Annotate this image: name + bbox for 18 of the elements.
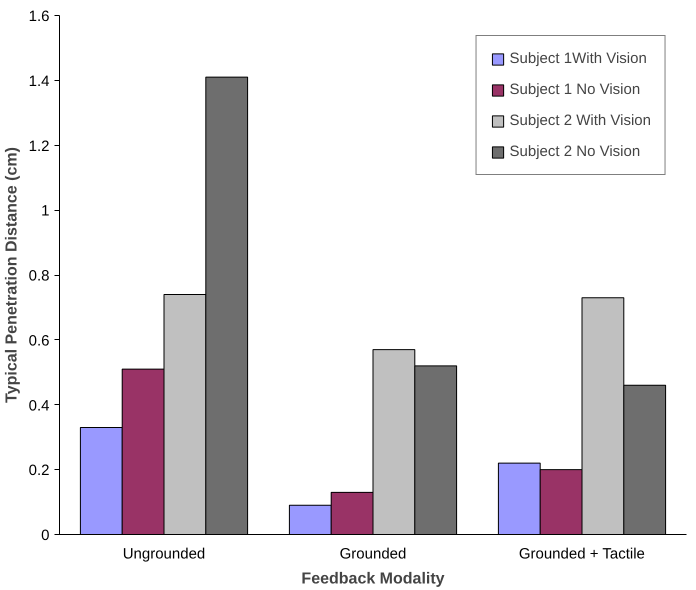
y-tick-label: 0.2	[28, 462, 50, 480]
legend-label: Subject 2 No Vision	[510, 143, 640, 160]
y-tick-label: 0.8	[28, 268, 50, 284]
y-tick-label: 1.4	[28, 72, 50, 90]
y-tick-label: 0.6	[28, 332, 50, 350]
x-tick-label: Grounded	[340, 546, 406, 562]
y-tick-label: 0.4	[28, 397, 50, 414]
y-tick-label: 1.2	[28, 138, 50, 155]
y-tick-label: 1	[41, 202, 50, 220]
x-tick-label: Ungrounded	[122, 546, 206, 562]
legend-label: Subject 1 No Vision	[510, 81, 640, 98]
y-axis-title: Typical Penetration Distance (cm)	[4, 147, 21, 403]
legend-label: Subject 2 With Vision	[510, 112, 651, 129]
y-tick-label: 1.6	[28, 8, 50, 25]
x-axis-title: Feedback Modality	[301, 570, 445, 588]
x-tick-label: Grounded + Tactile	[518, 546, 645, 562]
legend-label: Subject 1With Vision	[510, 50, 647, 67]
y-tick-label: 0	[41, 527, 50, 544]
